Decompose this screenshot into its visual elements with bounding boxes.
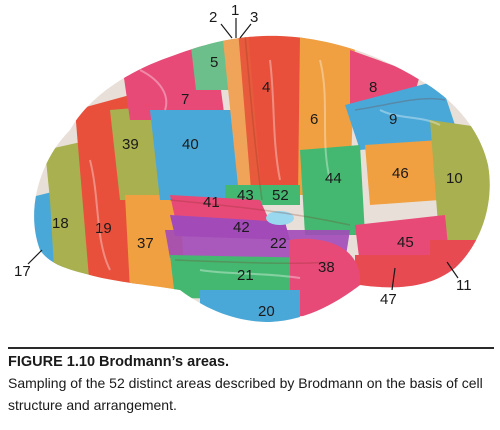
label-11: 11 — [456, 277, 472, 294]
label-39: 39 — [122, 136, 139, 153]
region-20 — [200, 290, 300, 322]
label-52: 52 — [272, 187, 289, 204]
label-18: 18 — [52, 215, 69, 232]
leader-2 — [220, 23, 233, 39]
region-52 — [266, 211, 294, 225]
region-44 — [300, 145, 365, 235]
region-21 — [170, 255, 320, 300]
gyri-highlights — [89, 59, 441, 279]
region-41 — [170, 195, 270, 222]
brodmann-brain-diagram: 5 7 4 6 8 9 46 10 44 45 39 40 18 19 37 4… — [14, 2, 490, 322]
region-37 — [125, 195, 185, 290]
label-17: 17 — [14, 263, 31, 280]
label-9: 9 — [389, 111, 397, 128]
area-labels: 5 7 4 6 8 9 46 10 44 45 39 40 18 19 37 4… — [52, 54, 463, 320]
label-46: 46 — [392, 165, 409, 182]
label-40: 40 — [182, 136, 199, 153]
label-42: 42 — [233, 219, 250, 236]
label-19: 19 — [95, 220, 112, 237]
caption-body: Sampling of the 52 distinct areas descri… — [8, 375, 483, 413]
label-7: 7 — [181, 91, 189, 108]
region-47 — [355, 255, 440, 300]
sulci-shading — [169, 35, 446, 265]
region-4 — [248, 35, 305, 198]
label-44: 44 — [325, 170, 342, 187]
label-1: 1 — [231, 2, 239, 19]
region-38 — [290, 238, 360, 317]
label-37: 37 — [137, 235, 154, 252]
leader-47 — [391, 267, 396, 291]
label-2: 2 — [209, 9, 217, 26]
label-6: 6 — [310, 111, 318, 128]
caption-title: FIGURE 1.10 Brodmann’s areas. — [8, 354, 230, 370]
leader-3 — [239, 23, 252, 39]
figure-caption: FIGURE 1.10 Brodmann’s areas. Sampling o… — [8, 352, 496, 416]
label-20: 20 — [258, 303, 275, 320]
leader-11 — [446, 261, 459, 279]
region-40 — [150, 110, 245, 200]
label-5: 5 — [210, 54, 218, 71]
region-46 — [365, 140, 440, 205]
label-43: 43 — [237, 187, 254, 204]
brain-figure: 5 7 4 6 8 9 46 10 44 45 39 40 18 19 37 4… — [14, 2, 490, 322]
caption-rule — [8, 347, 494, 349]
label-41: 41 — [203, 194, 220, 211]
label-3: 3 — [250, 9, 258, 26]
label-45: 45 — [397, 234, 414, 251]
region-10 — [430, 120, 490, 250]
leader-17 — [27, 249, 43, 265]
label-21: 21 — [237, 267, 254, 284]
outer-labels: 2 1 3 17 47 11 — [14, 2, 472, 308]
label-38: 38 — [318, 259, 335, 276]
region-3-strip — [238, 35, 264, 202]
label-22: 22 — [270, 235, 287, 252]
label-47: 47 — [380, 291, 397, 308]
label-10: 10 — [446, 170, 463, 187]
region-45 — [355, 215, 450, 265]
label-8: 8 — [369, 79, 377, 96]
label-4: 4 — [262, 79, 270, 96]
